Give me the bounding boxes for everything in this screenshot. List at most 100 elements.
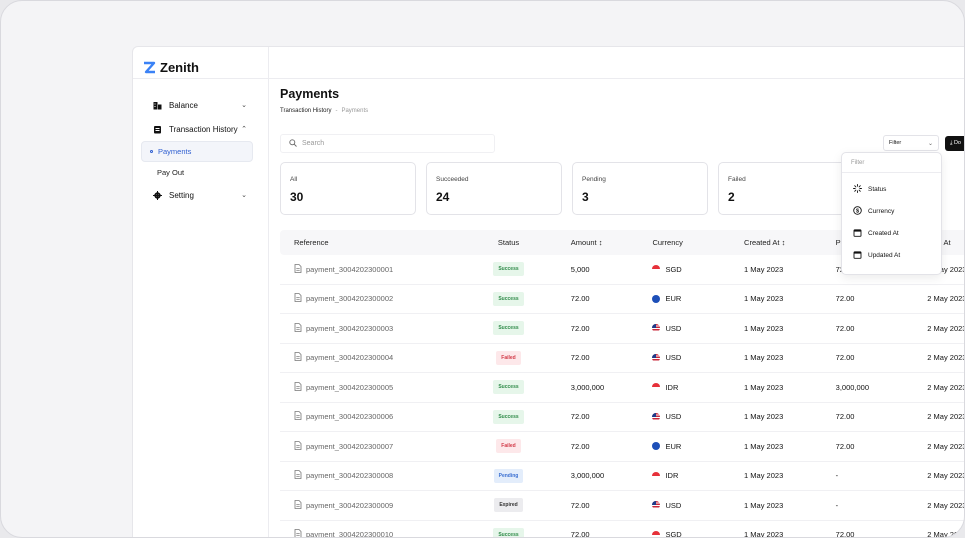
cell-reference: payment_3004202300008 — [280, 470, 463, 481]
search-input[interactable]: Search — [280, 134, 495, 153]
page-title: Payments — [280, 87, 340, 101]
eur-flag-icon — [652, 294, 661, 303]
stat-card-failed[interactable]: Failed 2 — [718, 162, 854, 215]
cell-paid: - — [835, 500, 839, 510]
reference-text[interactable]: payment_3004202300008 — [306, 471, 394, 481]
filter-option-created-at[interactable]: Created At — [842, 222, 941, 244]
reference-text[interactable]: payment_3004202300007 — [306, 441, 394, 451]
stat-card-all[interactable]: All 30 — [280, 162, 416, 215]
status-badge: Success — [493, 262, 524, 277]
download-button[interactable]: ⤓ Do — [945, 136, 964, 151]
currency-code: IDR — [665, 471, 679, 481]
cell-created-at: 1 May 2023 — [744, 323, 784, 333]
main-content: Payments Transaction History - Payments … — [280, 87, 965, 538]
currency-code: USD — [665, 323, 682, 333]
table-row[interactable]: payment_3004202300004 Failed 72.00 USD 1 May… — [280, 344, 964, 373]
cell-amount: 72.00 — [570, 530, 590, 538]
stat-card-succeeded[interactable]: Succeeded 24 — [426, 162, 562, 215]
cell-created-at: 1 May 2023 — [744, 264, 784, 274]
cell-created-at: 1 May 2023 — [744, 353, 784, 363]
table-row[interactable]: payment_3004202300007 Failed 72.00 EUR 1 May… — [280, 432, 964, 462]
filter-option-label: Currency — [868, 207, 895, 215]
cell-created-at: 1 May 2023 — [744, 412, 784, 422]
reference-text[interactable]: payment_3004202300004 — [306, 353, 394, 363]
table-row[interactable]: payment_3004202300003 Success 72.00 USD 1 Ma… — [280, 314, 964, 344]
cell-reference: payment_3004202300001 — [280, 263, 463, 275]
currency-code: USD — [665, 500, 682, 510]
reference-text[interactable]: payment_3004202300005 — [306, 382, 394, 392]
stat-card-pending[interactable]: Pending 3 — [572, 162, 708, 215]
sidebar-item-label: Setting — [169, 190, 194, 200]
stat-label: Succeeded — [436, 176, 469, 183]
sidebar-item-balance[interactable]: Balance ⌄ — [141, 93, 253, 117]
reference-text[interactable]: payment_3004202300003 — [306, 323, 394, 333]
brand-name: Zenith — [160, 59, 199, 75]
sidebar-subitem-pay-out[interactable]: Pay Out — [141, 162, 253, 183]
cell-paid: 72. — [829, 265, 921, 274]
cell-updated-at: 2 May 2023 — [927, 294, 965, 304]
sidebar: Zenith Balance ⌄ Transaction History ⌃ — [133, 47, 269, 537]
gear-icon — [153, 190, 162, 200]
cell-reference: payment_3004202300009 — [280, 499, 463, 511]
reference-text[interactable]: payment_3004202300009 — [306, 500, 394, 510]
table-row[interactable]: payment_3004202300008 Pending 3,000,000 IDR… — [280, 462, 965, 491]
sidebar-item-label: Transaction History — [169, 124, 238, 134]
cell-currency: USD — [645, 501, 737, 510]
status-badge: Failed — [496, 439, 521, 454]
cell-reference: payment_3004202300002 — [280, 293, 463, 304]
cell-paid: - — [835, 471, 839, 481]
cell-currency: EUR — [645, 442, 737, 451]
cell-created-at: 1 May 2023 — [744, 382, 784, 392]
payments-table: Reference Status Amount ↕ Currency Creat… — [280, 230, 965, 538]
sidebar-item-transaction-history[interactable]: Transaction History ⌃ — [141, 117, 253, 141]
table-row[interactable]: payment_3004202300002 Success 72.00 EUR 1 Ma… — [280, 285, 965, 314]
sgd-flag-icon — [652, 530, 661, 537]
stat-value: 30 — [290, 190, 304, 204]
reference-text[interactable]: payment_3004202300006 — [306, 412, 394, 422]
filter-option-label: Created At — [868, 229, 899, 237]
cell-paid: 72.00 — [835, 353, 855, 363]
document-icon — [294, 529, 302, 537]
cell-currency: EUR — [645, 294, 737, 303]
breadcrumb-link[interactable]: Transaction History — [280, 108, 332, 114]
column-header-amount[interactable]: Amount ↕ — [570, 238, 603, 247]
zenith-logo-icon — [143, 61, 156, 74]
filter-option-currency[interactable]: $ Currency — [842, 200, 941, 222]
cell-paid: 72.00 — [835, 294, 855, 304]
cell-updated-at: 2 May 2023 — [927, 471, 965, 481]
table-body: payment_3004202300001 Success 5,000 SGD 1 Ma… — [280, 255, 965, 538]
cell-created-at: 1 May 2023 — [744, 530, 784, 538]
reference-text[interactable]: payment_3004202300010 — [306, 530, 394, 538]
table-row[interactable]: payment_3004202300001 Success 5,000 SGD 1 Ma… — [280, 255, 964, 285]
app-window: Zenith Balance ⌄ Transaction History ⌃ — [132, 46, 965, 538]
column-header-created-at[interactable]: Created At ↕ — [744, 238, 786, 247]
download-label: ⤓ Do — [950, 140, 961, 146]
reference-text[interactable]: payment_3004202300001 — [306, 264, 394, 274]
sidebar-item-setting[interactable]: Setting ⌄ — [141, 183, 253, 207]
cell-paid: 72.00 — [835, 530, 855, 538]
cell-updated-at: 2 May 2023 — [927, 382, 965, 392]
cell-created-at: 1 May 2023 — [744, 294, 784, 304]
cell-amount: 5,000 — [570, 264, 590, 274]
cell-amount: 72.00 — [570, 441, 590, 451]
active-dot-icon — [150, 150, 153, 153]
filter-select[interactable]: Filter ⌄ — [883, 135, 939, 151]
filter-option-status[interactable]: Status — [842, 178, 941, 200]
reference-text[interactable]: payment_3004202300002 — [306, 294, 394, 304]
cell-amount: 3,000,000 — [570, 382, 605, 392]
currency-code: EUR — [665, 441, 682, 451]
table-row[interactable]: payment_3004202300006 Success 72.00 USD 1 Ma… — [280, 403, 964, 432]
calendar-icon — [853, 228, 862, 239]
sidebar-subitem-payments[interactable]: Payments — [141, 141, 253, 162]
usd-flag-icon — [652, 324, 661, 333]
brand-logo[interactable]: Zenith — [143, 57, 199, 77]
table-row[interactable]: payment_3004202300009 Expired 72.00 USD 1 Ma… — [280, 491, 964, 521]
table-row[interactable]: payment_3004202300005 Success 3,000,000 IDR… — [280, 373, 965, 403]
table-row[interactable]: payment_3004202300010 Success 72.00 SGD 1 Ma… — [280, 521, 964, 538]
loader-icon — [853, 183, 862, 195]
stats-row: All 30 Succeeded 24 Pending 3 Failed 2 — [280, 162, 854, 215]
cell-paid: 72.00 — [835, 412, 855, 422]
filter-option-updated-at[interactable]: Updated At — [842, 244, 941, 266]
currency-code: USD — [665, 353, 682, 363]
